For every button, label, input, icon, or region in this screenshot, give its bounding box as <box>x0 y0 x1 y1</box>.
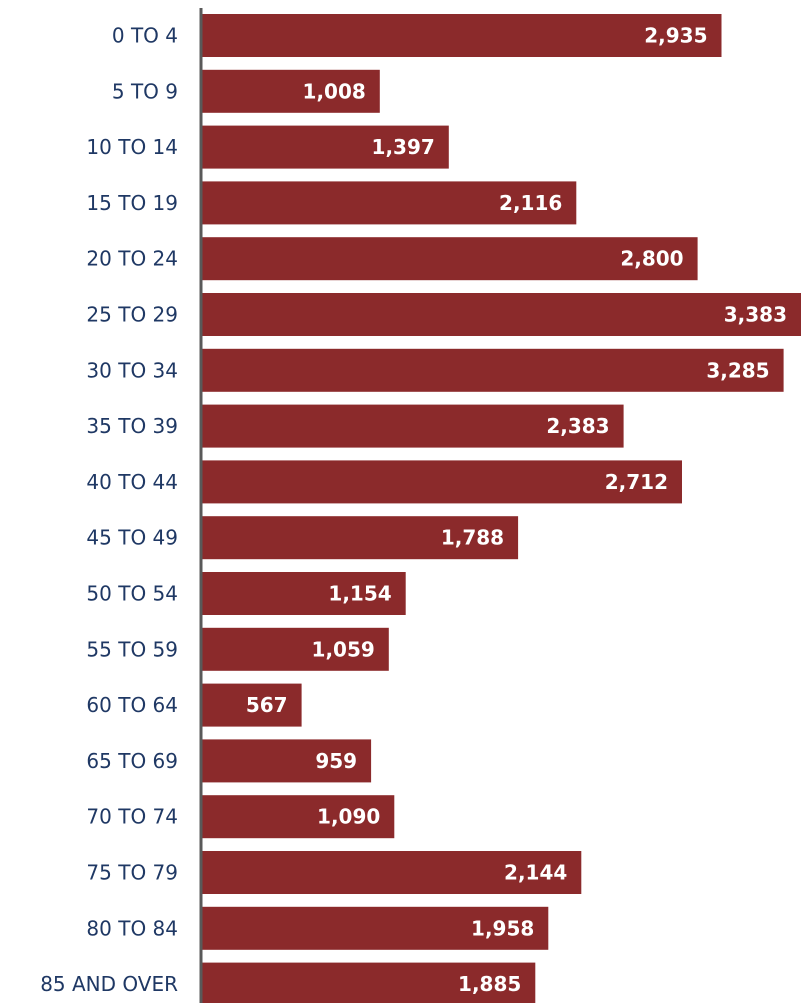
bar-7 <box>201 404 624 448</box>
bars-group <box>201 14 801 1003</box>
category-label-12: 60 TO 64 <box>86 693 178 717</box>
value-label-1: 1,008 <box>303 79 366 103</box>
value-label-0: 2,935 <box>644 24 707 48</box>
category-label-15: 75 TO 79 <box>86 861 178 885</box>
category-label-6: 30 TO 34 <box>86 358 178 382</box>
category-label-2: 10 TO 14 <box>86 135 178 159</box>
bar-17 <box>201 962 536 1003</box>
value-label-3: 2,116 <box>499 191 562 215</box>
category-labels-group: 0 TO 4 5 TO 9 10 TO 14 15 TO 19 20 TO 24 25 T… <box>40 24 178 997</box>
category-label-3: 15 TO 19 <box>86 191 178 215</box>
value-label-15: 2,144 <box>504 861 567 885</box>
bar-15 <box>201 851 582 894</box>
category-label-9: 45 TO 49 <box>86 526 178 550</box>
value-label-7: 2,383 <box>546 414 609 438</box>
bar-1 <box>201 69 380 113</box>
value-label-16: 1,958 <box>471 916 534 940</box>
value-label-2: 1,397 <box>372 135 435 159</box>
value-label-8: 2,712 <box>605 470 668 494</box>
category-label-5: 25 TO 29 <box>86 303 178 327</box>
bar-12 <box>201 683 302 727</box>
value-label-13: 959 <box>315 749 357 773</box>
value-label-4: 2,800 <box>620 247 683 271</box>
bar-14 <box>201 795 395 839</box>
bar-2 <box>201 125 449 169</box>
bar-10 <box>201 572 406 615</box>
bar-13 <box>201 739 372 783</box>
bar-8 <box>201 460 682 504</box>
value-label-9: 1,788 <box>441 526 504 550</box>
bar-16 <box>201 906 549 950</box>
value-label-10: 1,154 <box>328 582 391 606</box>
value-label-11: 1,059 <box>312 637 375 661</box>
category-label-13: 65 TO 69 <box>86 749 178 773</box>
category-label-11: 55 TO 59 <box>86 637 178 661</box>
value-labels-group: 2,935 1,008 1,397 2,116 2,800 3,383 3,285 2,383… <box>246 24 787 997</box>
category-label-10: 50 TO 54 <box>86 582 178 606</box>
category-label-7: 35 TO 39 <box>86 414 178 438</box>
bar-3 <box>201 181 577 225</box>
category-label-16: 80 TO 84 <box>86 916 178 940</box>
bar-9 <box>201 516 519 560</box>
value-label-12: 567 <box>246 693 288 717</box>
category-label-0: 0 TO 4 <box>112 24 178 48</box>
category-label-17: 85 AND OVER <box>40 972 178 996</box>
value-label-5: 3,383 <box>724 303 787 327</box>
value-label-14: 1,090 <box>317 805 380 829</box>
bar-0 <box>201 14 722 57</box>
bar-4 <box>201 237 698 281</box>
category-label-1: 5 TO 9 <box>112 79 178 103</box>
category-label-14: 70 TO 74 <box>86 805 178 829</box>
category-label-4: 20 TO 24 <box>86 247 178 271</box>
value-label-17: 1,885 <box>458 972 521 996</box>
bar-11 <box>201 627 389 671</box>
value-label-6: 3,285 <box>706 358 769 382</box>
category-label-8: 40 TO 44 <box>86 470 178 494</box>
bar-6 <box>201 348 784 392</box>
bar-5 <box>201 293 801 336</box>
